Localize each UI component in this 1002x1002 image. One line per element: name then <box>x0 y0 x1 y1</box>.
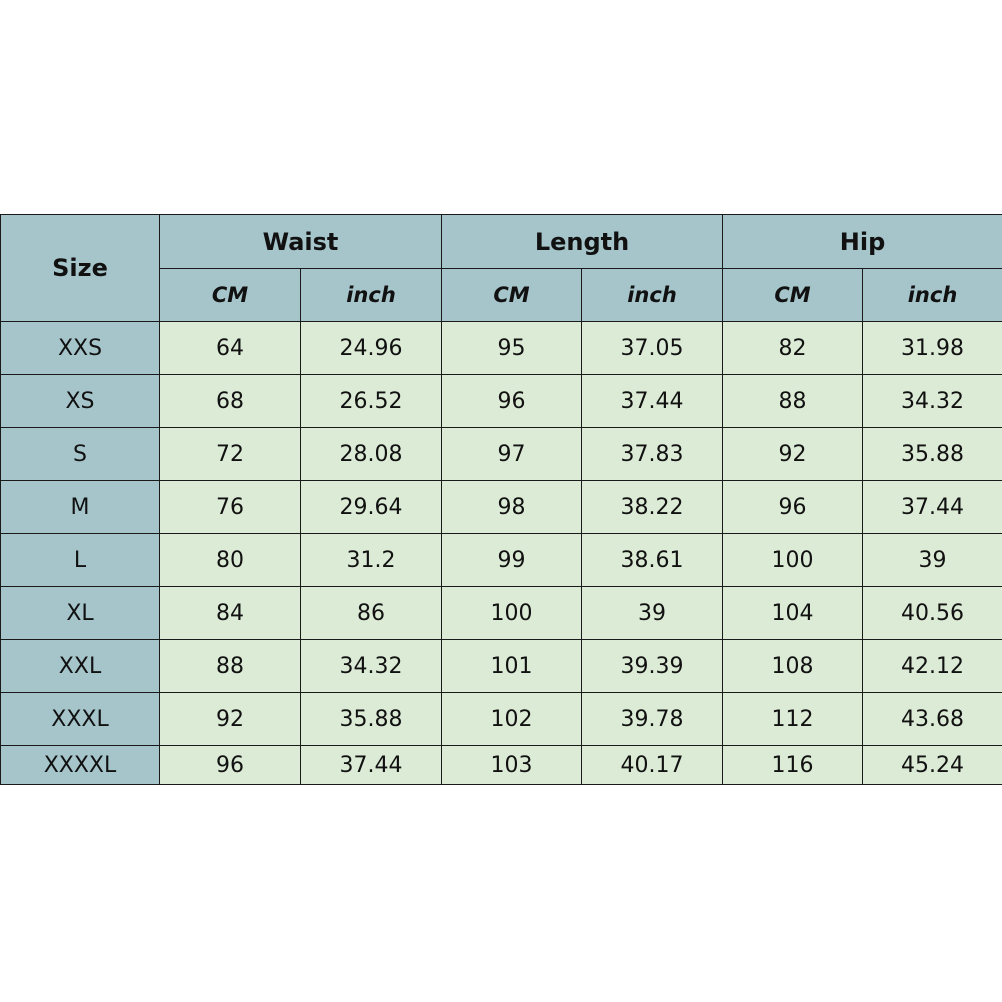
value-cell: 34.32 <box>299 639 443 693</box>
size-cell: XXXXL <box>0 745 160 785</box>
value-cell: 35.88 <box>862 427 1002 481</box>
size-cell: S <box>0 427 160 481</box>
length-header: Length <box>441 214 724 269</box>
size-cell: XXL <box>0 639 160 693</box>
value-cell: 82 <box>722 321 864 375</box>
value-cell: 98 <box>441 480 583 534</box>
value-cell: 97 <box>441 427 583 481</box>
unit-header: inch <box>581 268 724 322</box>
waist-header: Waist <box>158 214 443 269</box>
size-chart-body: XXS 64 24.96 95 37.05 82 31.98 XS 68 26.52 96 37.44… <box>0 321 1002 785</box>
value-cell: 108 <box>722 639 864 693</box>
table-row: XXXXL 96 37.44 103 40.17 116 45.24 <box>0 745 1002 785</box>
unit-header: CM <box>159 268 301 322</box>
value-cell: 42.12 <box>862 639 1002 693</box>
value-cell: 68 <box>159 374 301 428</box>
value-cell: 100 <box>441 586 583 640</box>
value-cell: 31.2 <box>299 533 443 587</box>
value-cell: 40.17 <box>581 745 724 785</box>
value-cell: 84 <box>159 586 301 640</box>
table-row: XL 84 86 100 39 104 40.56 <box>0 586 1002 640</box>
value-cell: 88 <box>722 374 864 428</box>
value-cell: 34.32 <box>862 374 1002 428</box>
value-cell: 104 <box>722 586 864 640</box>
size-header: Size <box>0 214 160 322</box>
table-row: M 76 29.64 98 38.22 96 37.44 <box>0 480 1002 534</box>
value-cell: 37.44 <box>862 480 1002 534</box>
value-cell: 92 <box>722 427 864 481</box>
value-cell: 103 <box>441 745 583 785</box>
value-cell: 45.24 <box>862 745 1002 785</box>
table-row: XXS 64 24.96 95 37.05 82 31.98 <box>0 321 1002 375</box>
size-cell: XXXL <box>0 692 160 746</box>
value-cell: 92 <box>159 692 301 746</box>
value-cell: 76 <box>159 480 301 534</box>
table-row: L 80 31.2 99 38.61 100 39 <box>0 533 1002 587</box>
value-cell: 101 <box>441 639 583 693</box>
unit-header: CM <box>441 268 583 322</box>
value-cell: 96 <box>159 745 301 785</box>
value-cell: 38.61 <box>581 533 724 587</box>
value-cell: 28.08 <box>299 427 443 481</box>
value-cell: 37.44 <box>299 745 443 785</box>
value-cell: 88 <box>159 639 301 693</box>
size-cell: L <box>0 533 160 587</box>
value-cell: 39 <box>581 586 724 640</box>
value-cell: 64 <box>159 321 301 375</box>
value-cell: 37.05 <box>581 321 724 375</box>
value-cell: 35.88 <box>299 692 443 746</box>
value-cell: 24.96 <box>299 321 443 375</box>
value-cell: 39.78 <box>581 692 724 746</box>
table-row: S 72 28.08 97 37.83 92 35.88 <box>0 427 1002 481</box>
unit-header: inch <box>862 268 1002 322</box>
value-cell: 102 <box>441 692 583 746</box>
value-cell: 37.83 <box>581 427 724 481</box>
size-cell: XXS <box>0 321 160 375</box>
size-cell: XS <box>0 374 160 428</box>
value-cell: 116 <box>722 745 864 785</box>
value-cell: 96 <box>722 480 864 534</box>
value-cell: 43.68 <box>862 692 1002 746</box>
unit-header: inch <box>299 268 443 322</box>
table-row: XS 68 26.52 96 37.44 88 34.32 <box>0 374 1002 428</box>
size-chart-table: Size Waist Length Hip CM inch CM inch CM… <box>0 214 1002 785</box>
size-cell: XL <box>0 586 160 640</box>
value-cell: 40.56 <box>862 586 1002 640</box>
value-cell: 31.98 <box>862 321 1002 375</box>
table-row: XXL 88 34.32 101 39.39 108 42.12 <box>0 639 1002 693</box>
value-cell: 100 <box>722 533 864 587</box>
value-cell: 99 <box>441 533 583 587</box>
value-cell: 39 <box>862 533 1002 587</box>
value-cell: 95 <box>441 321 583 375</box>
value-cell: 80 <box>159 533 301 587</box>
value-cell: 112 <box>722 692 864 746</box>
value-cell: 96 <box>441 374 583 428</box>
value-cell: 37.44 <box>581 374 724 428</box>
value-cell: 72 <box>159 427 301 481</box>
size-cell: M <box>0 480 160 534</box>
unit-header: CM <box>722 268 864 322</box>
hip-header: Hip <box>722 214 1002 269</box>
value-cell: 39.39 <box>581 639 724 693</box>
value-cell: 38.22 <box>581 480 724 534</box>
table-row: XXXL 92 35.88 102 39.78 112 43.68 <box>0 692 1002 746</box>
value-cell: 86 <box>299 586 443 640</box>
value-cell: 26.52 <box>299 374 443 428</box>
value-cell: 29.64 <box>299 480 443 534</box>
